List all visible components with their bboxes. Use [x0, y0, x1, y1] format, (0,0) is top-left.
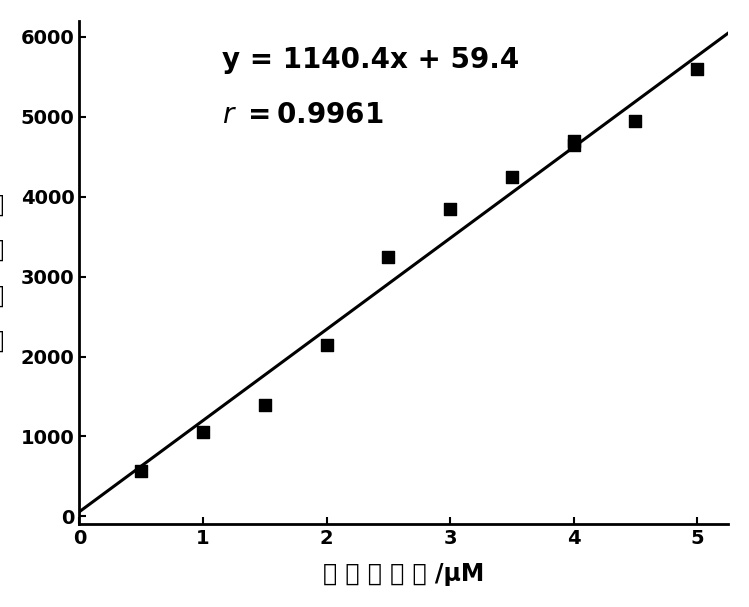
Point: [197, 428, 209, 438]
Point: [506, 172, 518, 181]
Point: [691, 64, 703, 73]
Point: [568, 140, 580, 149]
Text: 光: 光: [0, 238, 4, 262]
Text: 荧: 荧: [0, 192, 4, 216]
Text: 度: 度: [0, 329, 4, 353]
Point: [568, 136, 580, 146]
Point: [444, 204, 456, 214]
Point: [629, 116, 641, 126]
Point: [321, 340, 333, 350]
Text: $\mathbf{\mathit{r}}$ $\mathbf{= 0.9961}$: $\mathbf{\mathit{r}}$ $\mathbf{= 0.9961}…: [222, 101, 383, 129]
Text: 强: 强: [0, 283, 4, 307]
Point: [136, 466, 148, 476]
X-axis label: 汞 离 子 浓 度 /μM: 汞 离 子 浓 度 /μM: [323, 562, 485, 586]
Point: [383, 252, 395, 262]
Text: y = 1140.4x + 59.4: y = 1140.4x + 59.4: [222, 46, 519, 74]
Point: [259, 399, 271, 409]
